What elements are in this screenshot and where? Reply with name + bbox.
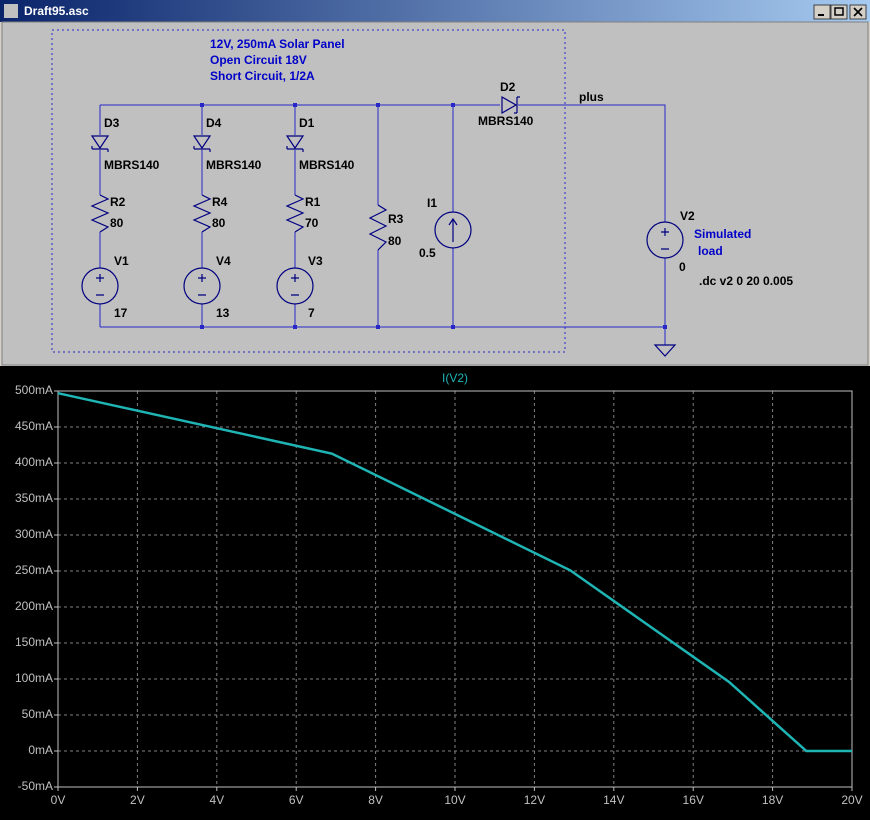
window-icon xyxy=(4,4,18,18)
component-name: R4 xyxy=(212,195,228,209)
component-name: V3 xyxy=(308,254,323,268)
component-name: V4 xyxy=(216,254,231,268)
component-value: 0.5 xyxy=(419,246,436,260)
x-tick-label: 4V xyxy=(209,793,224,807)
component-value: 70 xyxy=(305,216,319,230)
x-tick-label: 6V xyxy=(289,793,304,807)
maximize-glyph xyxy=(834,7,844,16)
window-title: Draft95.asc xyxy=(24,4,89,18)
component-name: D2 xyxy=(500,80,516,94)
y-tick-label: 250mA xyxy=(15,563,53,577)
plot-frame xyxy=(57,390,853,788)
component-value: MBRS140 xyxy=(478,114,534,128)
component-name: I1 xyxy=(427,196,437,210)
y-tick-label: 400mA xyxy=(15,455,53,469)
component-value: MBRS140 xyxy=(104,158,160,172)
note: Short Circuit, 1/2A xyxy=(210,69,315,83)
x-tick-label: 16V xyxy=(683,793,704,807)
close-glyph xyxy=(853,7,863,17)
window-buttons[interactable] xyxy=(813,4,867,20)
load-label: load xyxy=(698,244,723,258)
x-tick-label: 20V xyxy=(841,793,862,807)
y-tick-label: 350mA xyxy=(15,491,53,505)
component-name: R1 xyxy=(305,195,321,209)
y-tick-label: 0mA xyxy=(28,743,53,757)
junctions xyxy=(200,103,667,329)
x-tick-label: 0V xyxy=(51,793,66,807)
trace-label: I(V2) xyxy=(442,371,468,385)
schematic-pane[interactable] xyxy=(1,21,869,366)
y-tick-label: 100mA xyxy=(15,671,53,685)
resistor-symbols xyxy=(90,194,388,251)
x-tick-label: 18V xyxy=(762,793,783,807)
note: Open Circuit 18V xyxy=(210,53,307,67)
component-name: V1 xyxy=(114,254,129,268)
net-label: plus xyxy=(579,90,604,104)
diode-symbols xyxy=(90,95,520,152)
component-value: 80 xyxy=(110,216,124,230)
y-tick-label: 200mA xyxy=(15,599,53,613)
wires xyxy=(99,104,666,345)
y-tick-label: 150mA xyxy=(15,635,53,649)
y-tick-label: 50mA xyxy=(22,707,53,721)
load-label: Simulated xyxy=(694,227,751,241)
component-name: R2 xyxy=(110,195,126,209)
component-value: 7 xyxy=(308,306,315,320)
x-tick-label: 12V xyxy=(524,793,545,807)
component-name: D4 xyxy=(206,116,222,130)
y-tick-label: -50mA xyxy=(18,779,53,793)
component-value: 13 xyxy=(216,306,230,320)
x-tick-label: 2V xyxy=(130,793,145,807)
y-tick-label: 450mA xyxy=(15,419,53,433)
panel-box xyxy=(51,29,566,353)
minimize-button[interactable] xyxy=(813,4,831,20)
component-value: 0 xyxy=(679,260,686,274)
component-value: MBRS140 xyxy=(206,158,262,172)
component-name: D3 xyxy=(104,116,120,130)
spice-directive: .dc v2 0 20 0.005 xyxy=(699,274,793,288)
component-name: V2 xyxy=(680,209,695,223)
x-tick-label: 14V xyxy=(603,793,624,807)
note: 12V, 250mA Solar Panel xyxy=(210,37,345,51)
x-tick-label: 10V xyxy=(444,793,465,807)
maximize-button[interactable] xyxy=(830,4,848,20)
y-tick-label: 300mA xyxy=(15,527,53,541)
component-name: R3 xyxy=(388,212,404,226)
title-bar-gradient xyxy=(0,0,870,22)
component-name: D1 xyxy=(299,116,315,130)
schematic: 12V, 250mA Solar Panel Open Circuit 18V … xyxy=(51,29,793,357)
y-tick-label: 500mA xyxy=(15,383,53,397)
x-tick-label: 8V xyxy=(368,793,383,807)
component-value: MBRS140 xyxy=(299,158,355,172)
plot-pane[interactable] xyxy=(0,366,870,820)
component-value: 80 xyxy=(212,216,226,230)
source-symbols xyxy=(81,211,684,357)
component-value: 17 xyxy=(114,306,128,320)
plot: -50mA 0mA 50mA 100mA 150mA 200mA 250mA 300mA 350… xyxy=(15,371,863,807)
trace xyxy=(57,391,852,753)
component-value: 80 xyxy=(388,234,402,248)
